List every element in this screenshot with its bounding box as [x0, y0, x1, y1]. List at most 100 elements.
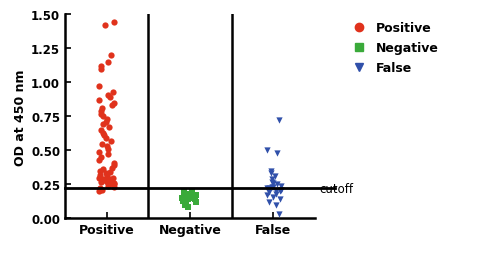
- Point: [100, 134, 108, 138]
- Point: [110, 161, 118, 165]
- Point: [98, 177, 106, 181]
- Legend: Positive, Negative, False: Positive, Negative, False: [341, 18, 444, 80]
- Point: [110, 21, 118, 25]
- Point: [263, 187, 271, 191]
- Point: [109, 90, 117, 94]
- Point: [270, 181, 278, 185]
- Point: [106, 177, 114, 181]
- Point: [100, 168, 108, 172]
- Point: [96, 158, 104, 162]
- Point: [272, 192, 280, 196]
- Point: [188, 191, 196, 195]
- Point: [96, 169, 104, 173]
- Point: [99, 131, 107, 135]
- Point: [110, 176, 118, 180]
- Point: [192, 193, 200, 197]
- Point: [264, 187, 272, 191]
- Point: [191, 197, 199, 201]
- Point: [189, 195, 197, 199]
- Point: [267, 172, 275, 176]
- Point: [267, 169, 275, 173]
- Point: [96, 187, 104, 191]
- Point: [277, 188, 285, 192]
- Point: [100, 115, 108, 119]
- Point: [106, 54, 114, 58]
- Point: [98, 188, 106, 192]
- Point: [110, 101, 118, 105]
- Point: [108, 181, 116, 185]
- Point: [100, 24, 108, 28]
- Point: [104, 61, 112, 65]
- Point: [190, 196, 198, 200]
- Y-axis label: OD at 450 nm: OD at 450 nm: [14, 69, 27, 165]
- Point: [268, 177, 276, 181]
- Point: [103, 179, 111, 183]
- Point: [268, 185, 276, 189]
- Point: [104, 184, 112, 188]
- Point: [102, 136, 110, 140]
- Point: [178, 196, 186, 200]
- Point: [102, 174, 110, 179]
- Point: [102, 120, 110, 124]
- Point: [106, 170, 114, 174]
- Point: [106, 96, 114, 100]
- Point: [182, 192, 190, 196]
- Point: [268, 180, 276, 184]
- Point: [268, 185, 276, 189]
- Point: [97, 67, 105, 71]
- Point: [264, 191, 272, 195]
- Point: [103, 118, 111, 122]
- Point: [99, 123, 107, 127]
- Point: [184, 205, 192, 210]
- Point: [184, 197, 192, 201]
- Point: [104, 180, 112, 184]
- Point: [178, 199, 186, 203]
- Point: [98, 107, 106, 111]
- Point: [98, 112, 106, 116]
- Point: [277, 184, 285, 188]
- Point: [273, 183, 281, 187]
- Point: [95, 176, 103, 180]
- Point: [103, 145, 111, 149]
- Point: [276, 197, 283, 201]
- Point: [104, 153, 112, 157]
- Point: [272, 203, 280, 207]
- Point: [104, 93, 112, 97]
- Point: [104, 147, 112, 151]
- Point: [104, 126, 112, 130]
- Point: [98, 109, 106, 114]
- Point: [266, 200, 274, 204]
- Point: [271, 174, 279, 179]
- Point: [94, 99, 102, 103]
- Point: [108, 139, 116, 143]
- Point: [274, 151, 281, 155]
- Point: [182, 199, 190, 203]
- Point: [95, 150, 103, 154]
- Point: [264, 193, 272, 197]
- Point: [108, 104, 116, 108]
- Point: [262, 149, 270, 153]
- Point: [97, 155, 105, 160]
- Point: [109, 183, 117, 187]
- Point: [276, 212, 283, 216]
- Point: [110, 164, 118, 168]
- Point: [100, 179, 108, 183]
- Point: [182, 203, 190, 207]
- Point: [272, 189, 280, 193]
- Point: [268, 195, 276, 199]
- Point: [192, 200, 200, 204]
- Point: [97, 65, 105, 69]
- Point: [96, 173, 104, 177]
- Point: [186, 195, 194, 199]
- Point: [275, 119, 283, 123]
- Text: cutoff: cutoff: [319, 182, 353, 195]
- Point: [180, 189, 188, 193]
- Point: [276, 189, 283, 193]
- Point: [108, 166, 116, 170]
- Point: [96, 85, 104, 89]
- Point: [95, 189, 103, 193]
- Point: [98, 142, 106, 146]
- Point: [102, 172, 110, 176]
- Point: [110, 183, 118, 187]
- Point: [96, 128, 104, 132]
